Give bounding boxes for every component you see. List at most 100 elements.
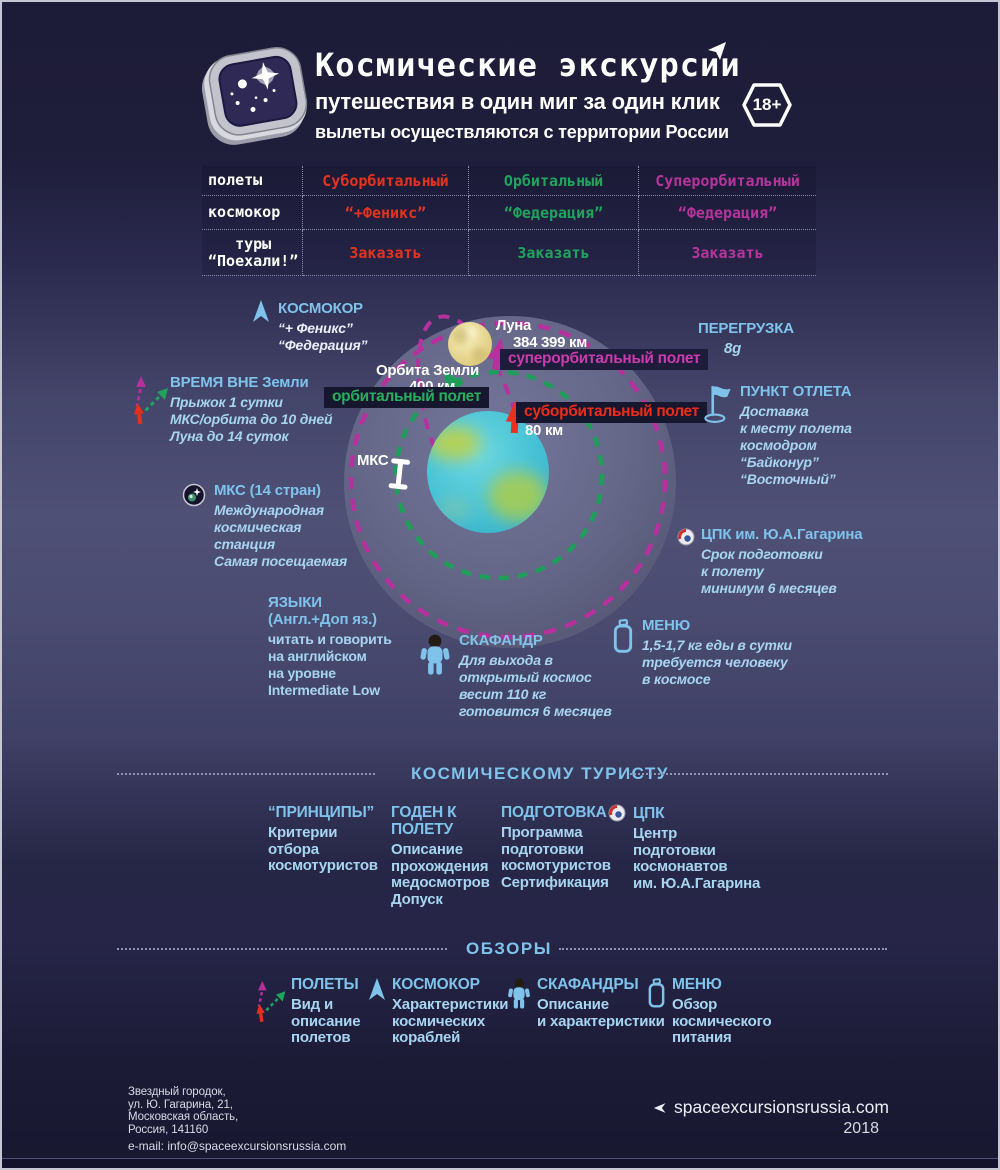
review-item-menu: МЕНЮ Обзор космического питания: [647, 976, 772, 1047]
item-title: ПОЛЕТЫ: [291, 976, 359, 993]
tourist-item-training: ПОДГОТОВКА Программа подготовки космотурис…: [501, 804, 616, 891]
table-row-label: космокор: [202, 196, 303, 230]
fact-lines: Срок подготовки к полету минимум 6 месяцев: [701, 546, 837, 596]
divider: [117, 773, 375, 775]
moon-distance: 384 399 км: [513, 334, 587, 351]
item-title: СКАФАНДРЫ: [537, 976, 639, 993]
item-lines: Обзор космического питания: [672, 996, 772, 1046]
logo-stars: [230, 61, 280, 112]
fact-title: СКАФАНДР: [459, 632, 543, 649]
order-superorbital-button[interactable]: Заказать: [639, 230, 816, 276]
earth-orbit-label: Орбита Земли: [376, 362, 479, 379]
item-lines: Критерии отбора космотуристов: [268, 824, 378, 874]
food-tube-icon: [613, 619, 633, 653]
iss-station-icon: [388, 458, 411, 490]
tourist-item-fit-to-fly: ГОДЕН К ПОЛЕТУ Описание прохождения медосм…: [391, 804, 490, 908]
orbital-flight-badge: орбитальный полет: [324, 387, 490, 408]
food-tube-icon: [648, 978, 665, 1008]
superorbital-flight-badge: суперорбитальный полет: [500, 349, 709, 370]
ship-phoenix: “+Феникс”: [303, 196, 469, 230]
flight-arrows-icon: [134, 376, 168, 425]
item-lines: Вид и описание полетов: [291, 996, 361, 1046]
item-title: ЦПК: [633, 804, 665, 822]
item-title: ГОДЕН К ПОЛЕТУ: [391, 804, 457, 838]
fact-title: ЦПК им. Ю.А.Гагарина: [701, 526, 863, 543]
suborbital-flight-badge: суборбитальный полет: [516, 402, 707, 423]
review-item-spacesuits: СКАФАНДРЫ Описание и характеристики: [507, 976, 665, 1030]
suborbital-altitude: 80 км: [525, 422, 563, 439]
footer-email[interactable]: e-mail: info@spaceexcursionsrussia.com: [128, 1139, 347, 1153]
tourist-item-cpk: ЦПК Центр подготовки космонавтов им. Ю.А.Га…: [608, 804, 760, 892]
tourist-section-heading: КОСМИЧЕСКОМУ ТУРИСТУ: [411, 764, 669, 783]
fact-iss: МКС (14 стран) Международная космическая с…: [182, 482, 347, 570]
orbital-orbit: [393, 369, 605, 581]
bottom-strip: [2, 1158, 998, 1168]
footer-address: Звездный городок, ул. Ю. Гагарина, 21, Мос…: [128, 1086, 239, 1136]
item-title: МЕНЮ: [672, 976, 722, 993]
review-item-kosmokor: КОСМОКОР Характеристики космических корабл…: [368, 976, 508, 1047]
porthole-logo: [201, 46, 308, 145]
item-lines: Описание прохождения медосмотров Допуск: [391, 841, 490, 908]
reviews-section-heading: ОБЗОРЫ: [466, 939, 552, 958]
fact-cpk: ЦПК им. Ю.А.Гагарина Срок подготовки к по…: [677, 526, 863, 597]
fact-title: МЕНЮ: [642, 617, 691, 634]
item-title: КОСМОКОР: [392, 976, 480, 993]
cpk-emblem-icon: [677, 528, 695, 546]
tourist-item-principles: “ПРИНЦИПЫ” Критерии отбора космотуристов: [268, 804, 383, 875]
fact-kosmokor: КОСМОКОР “+ Феникс” “Федерация”: [252, 300, 368, 354]
fact-lines: “+ Феникс” “Федерация”: [278, 320, 368, 353]
divider: [559, 948, 887, 950]
divider: [117, 948, 447, 950]
page-subtitle: путешествия в один миг за один клик: [315, 89, 720, 114]
website-arrow-icon: [653, 1102, 666, 1113]
item-lines: Описание и характеристики: [537, 996, 665, 1030]
fact-title: ПЕРЕГРУЗКА: [698, 320, 794, 337]
departure-flag-icon: [704, 386, 731, 423]
rocket-icon: [253, 300, 269, 322]
fact-title: ЯЗЫКИ: [268, 594, 322, 611]
earth-continents: [427, 426, 548, 521]
divider: [630, 773, 888, 775]
flight-arrows-icon: [256, 981, 286, 1023]
page-title: Космические экскурсии: [315, 46, 741, 84]
fact-title: ВРЕМЯ ВНЕ Земли: [170, 374, 309, 391]
flights-table: полеты Суборбитальный Орбитальный Суперо…: [202, 166, 816, 276]
flight-orbital: Орбитальный: [469, 166, 639, 196]
fact-value: 8g: [724, 340, 742, 357]
spacesuit-icon: [420, 634, 450, 675]
moon-label: Луна: [496, 317, 532, 334]
fact-title: ПУНКТ ОТЛЕТА: [740, 383, 852, 400]
item-title: “ПРИНЦИПЫ”: [268, 804, 375, 821]
page-note: вылеты осуществляются с территории Росси…: [315, 122, 729, 142]
fact-lines: Международная космическая станция Самая пос…: [214, 502, 348, 569]
footer-website[interactable]: spaceexcursionsrussia.com: [652, 1097, 889, 1118]
fact-lines: читать и говорить на английском на уровне I…: [268, 631, 392, 698]
ship-federation: “Федерация”: [469, 196, 639, 230]
fact-menu: МЕНЮ 1,5-1,7 кг еды в сутки требуется чел…: [612, 617, 792, 688]
age-badge: 18+: [741, 82, 793, 128]
fact-time-outside: ВРЕМЯ ВНЕ Земли Прыжок 1 сутки МКС/орбита…: [130, 374, 333, 445]
item-lines: Характеристики космических кораблей: [392, 996, 509, 1046]
cpk-emblem-icon: [608, 804, 626, 822]
age-badge-label: 18+: [752, 95, 782, 114]
fact-lines: Доставка к месту полета космодром “Байконур…: [740, 403, 852, 487]
fact-subtitle: (Англ.+Доп яз.): [268, 611, 377, 628]
review-item-flights: ПОЛЕТЫ Вид и описание полетов: [253, 976, 361, 1047]
item-lines: Программа подготовки космотуристов Сертифик…: [501, 824, 611, 891]
title-rocket-icon: [708, 42, 726, 60]
table-row-label: полеты: [202, 166, 303, 196]
spacesuit-icon: [508, 978, 530, 1009]
fact-languages: ЯЗЫКИ (Англ.+Доп яз.) читать и говорить н…: [268, 594, 392, 699]
fact-title: КОСМОКОР: [278, 300, 363, 317]
order-orbital-button[interactable]: Заказать: [469, 230, 639, 276]
flight-suborbital: Суборбитальный: [303, 166, 469, 196]
footer-year: 2018: [843, 1120, 879, 1137]
superorbital-orbit: [348, 320, 668, 640]
iss-patch-icon: [182, 483, 206, 507]
iss-label: МКС: [357, 452, 389, 469]
fact-lines: 1,5-1,7 кг еды в сутки требуется человеку…: [642, 637, 792, 687]
ship-federation: “Федерация”: [639, 196, 816, 230]
item-title: ПОДГОТОВКА: [501, 804, 607, 821]
order-suborbital-button[interactable]: Заказать: [303, 230, 469, 276]
